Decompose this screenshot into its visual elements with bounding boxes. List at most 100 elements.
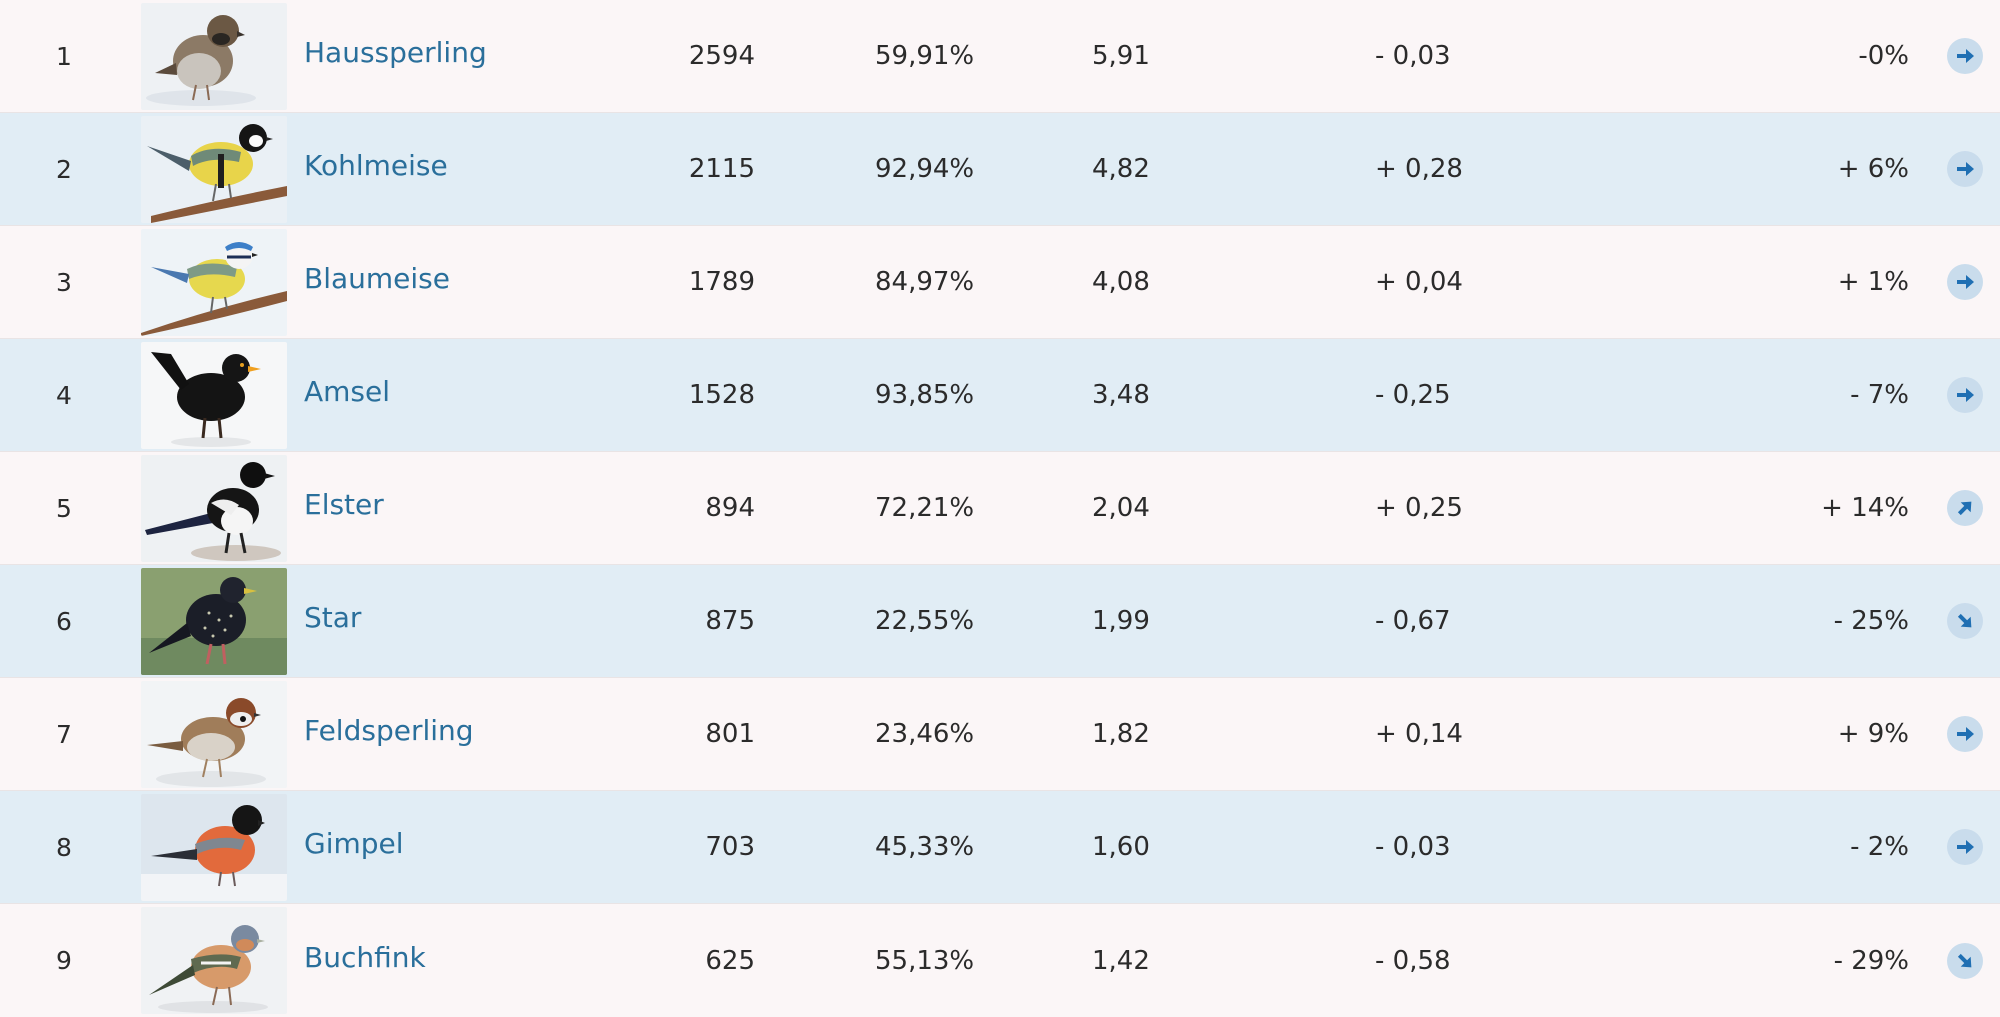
bird-photo-kohlmeise[interactable] <box>141 116 287 223</box>
count-cell: 1789 <box>688 267 755 297</box>
table-row: 7 Feldsperling 801 23,46% 1,82 + 0,14 + … <box>0 678 2000 791</box>
count-cell: 801 <box>705 719 755 749</box>
down-right-arrow-icon <box>1957 953 1972 967</box>
trend-button[interactable] <box>1947 38 1983 74</box>
average-cell: 1,60 <box>1092 832 1150 862</box>
trend-button[interactable] <box>1947 264 1983 300</box>
bird-photo-elster[interactable] <box>141 455 287 562</box>
count-cell: 875 <box>705 606 755 636</box>
count-cell: 2594 <box>688 41 755 71</box>
species-link[interactable]: Elster <box>304 488 384 522</box>
bird-photo-star[interactable] <box>141 568 287 675</box>
table-row: 3 Blaumeise 1789 84,97% 4,08 + 0,04 + 1% <box>0 226 2000 339</box>
rank-cell: 2 <box>56 154 72 184</box>
rank-cell: 6 <box>56 606 72 636</box>
trend-percent-cell: - 29% <box>1833 945 1909 976</box>
percent-cell: 45,33% <box>875 832 975 862</box>
trend-button[interactable] <box>1947 490 1983 526</box>
trend-button[interactable] <box>1947 829 1983 865</box>
bird-photo-blaumeise[interactable] <box>141 229 287 336</box>
bird-photo-buchfink[interactable] <box>141 907 287 1014</box>
right-arrow-icon <box>1957 162 1974 176</box>
average-cell: 2,04 <box>1092 493 1150 523</box>
trend-percent-cell: - 25% <box>1833 606 1909 636</box>
species-link[interactable]: Kohlmeise <box>304 149 448 183</box>
right-arrow-icon <box>1957 840 1974 854</box>
rank-cell: 1 <box>56 41 72 71</box>
bird-photo-amsel[interactable] <box>141 342 287 449</box>
delta-cell: + 0,04 <box>1375 267 1463 297</box>
percent-cell: 92,94% <box>875 154 975 184</box>
rank-cell: 4 <box>56 380 72 410</box>
species-link[interactable]: Gimpel <box>304 827 404 861</box>
species-link[interactable]: Star <box>304 601 362 635</box>
trend-percent-cell: -0% <box>1858 41 1909 71</box>
rank-cell: 9 <box>56 946 72 975</box>
delta-cell: - 0,03 <box>1375 832 1451 862</box>
right-arrow-icon <box>1957 727 1974 741</box>
trend-percent-cell: + 1% <box>1837 267 1909 297</box>
down-right-arrow-icon <box>1957 613 1972 628</box>
right-arrow-icon <box>1957 388 1974 402</box>
count-cell: 703 <box>705 832 755 862</box>
average-cell: 3,48 <box>1092 380 1150 410</box>
up-right-arrow-icon <box>1957 501 1972 516</box>
delta-cell: - 0,25 <box>1375 380 1451 410</box>
right-arrow-icon <box>1957 49 1974 63</box>
species-link[interactable]: Feldsperling <box>304 714 474 748</box>
bird-photo-haussperling[interactable] <box>141 3 287 110</box>
count-cell: 894 <box>705 493 755 523</box>
rank-cell: 3 <box>56 267 72 297</box>
table-row: 9 Buchfink 625 55,13% 1,42 - 0,58 - 29% <box>0 904 2000 1017</box>
species-link[interactable]: Blaumeise <box>304 262 450 296</box>
table-row: 6 Star 875 22,55% 1,99 - 0,67 - 25% <box>0 565 2000 678</box>
species-link[interactable]: Amsel <box>304 375 391 409</box>
count-cell: 1528 <box>688 380 755 410</box>
count-cell: 625 <box>705 945 755 976</box>
table-row: 4 Amsel 1528 93,85% 3,48 - 0,25 - 7% <box>0 339 2000 452</box>
rank-cell: 5 <box>56 493 72 523</box>
bird-photo-gimpel[interactable] <box>141 794 287 901</box>
trend-percent-cell: - 7% <box>1850 380 1909 410</box>
right-arrow-icon <box>1957 275 1974 289</box>
percent-cell: 23,46% <box>875 719 975 749</box>
delta-cell: - 0,67 <box>1375 606 1451 636</box>
rank-cell: 7 <box>56 719 72 749</box>
average-cell: 4,08 <box>1092 267 1150 297</box>
delta-cell: + 0,14 <box>1375 719 1463 749</box>
table-row: 1 Haussperling 2594 59,91% 5,91 - 0,03 -… <box>0 0 2000 113</box>
delta-cell: + 0,25 <box>1375 493 1463 523</box>
trend-button[interactable] <box>1947 151 1983 187</box>
average-cell: 4,82 <box>1092 154 1150 184</box>
trend-percent-cell: + 6% <box>1837 154 1909 184</box>
delta-cell: - 0,03 <box>1375 41 1451 71</box>
table-row: 5 Elster 894 72,21% 2,04 + 0,25 + 14% <box>0 452 2000 565</box>
species-link[interactable]: Haussperling <box>304 36 487 70</box>
percent-cell: 55,13% <box>875 945 975 976</box>
percent-cell: 72,21% <box>875 493 975 523</box>
average-cell: 5,91 <box>1092 41 1150 71</box>
table-row: 8 Gimpel 703 45,33% 1,60 - 0,03 - 2% <box>0 791 2000 904</box>
average-cell: 1,82 <box>1092 719 1150 749</box>
average-cell: 1,99 <box>1092 606 1150 636</box>
delta-cell: + 0,28 <box>1375 154 1463 184</box>
trend-button[interactable] <box>1947 603 1983 639</box>
percent-cell: 59,91% <box>875 41 975 71</box>
percent-cell: 22,55% <box>875 606 975 636</box>
rank-cell: 8 <box>56 832 72 862</box>
percent-cell: 93,85% <box>875 380 975 410</box>
trend-percent-cell: + 14% <box>1821 493 1909 523</box>
delta-cell: - 0,58 <box>1375 945 1451 976</box>
trend-button[interactable] <box>1947 942 1983 979</box>
trend-percent-cell: - 2% <box>1850 832 1909 862</box>
percent-cell: 84,97% <box>875 267 975 297</box>
species-link[interactable]: Buchfink <box>304 940 426 974</box>
bird-photo-feldsperling[interactable] <box>141 681 287 788</box>
trend-button[interactable] <box>1947 377 1983 413</box>
table-row: 2 Kohlmeise 2115 92,94% 4,82 + 0,28 + 6% <box>0 113 2000 226</box>
average-cell: 1,42 <box>1092 945 1150 976</box>
trend-percent-cell: + 9% <box>1837 719 1909 749</box>
trend-button[interactable] <box>1947 716 1983 752</box>
count-cell: 2115 <box>688 154 755 184</box>
